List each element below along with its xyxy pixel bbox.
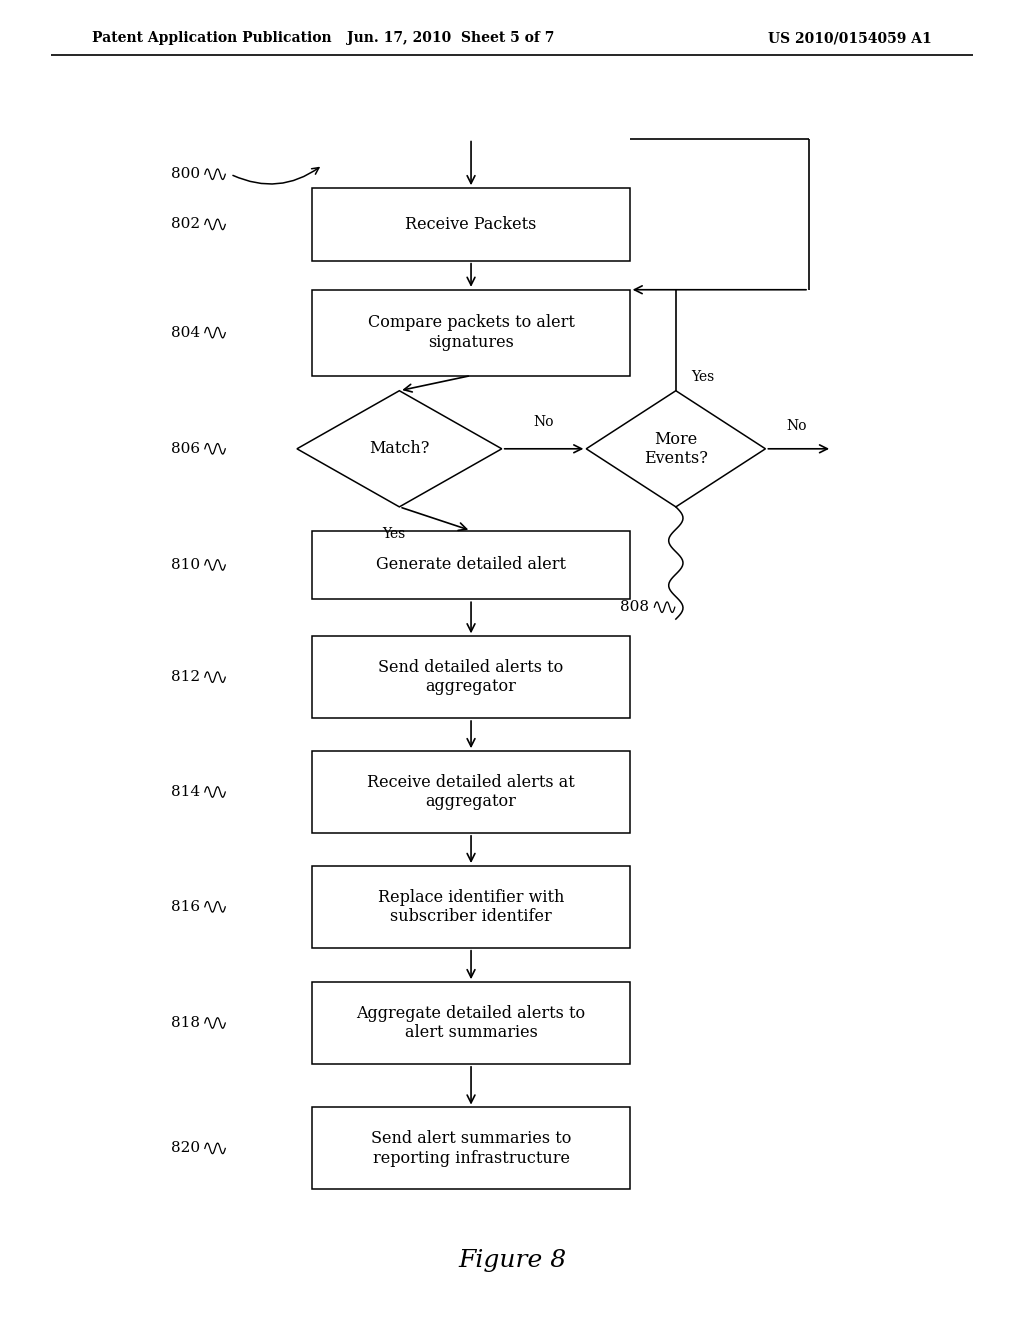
Text: Yes: Yes [383, 527, 406, 541]
Text: Match?: Match? [370, 441, 429, 457]
Text: More
Events?: More Events? [644, 430, 708, 467]
Text: 802: 802 [171, 218, 200, 231]
Text: Receive detailed alerts at
aggregator: Receive detailed alerts at aggregator [368, 774, 574, 810]
Bar [312, 290, 630, 375]
Text: Send detailed alerts to
aggregator: Send detailed alerts to aggregator [379, 659, 563, 696]
Text: 806: 806 [171, 442, 200, 455]
Text: US 2010/0154059 A1: US 2010/0154059 A1 [768, 32, 932, 45]
Text: Jun. 17, 2010  Sheet 5 of 7: Jun. 17, 2010 Sheet 5 of 7 [347, 32, 554, 45]
Text: No: No [786, 418, 807, 433]
Bar [312, 636, 630, 718]
Bar [312, 531, 630, 599]
Text: Receive Packets: Receive Packets [406, 216, 537, 232]
Text: No: No [534, 414, 554, 429]
Text: Aggregate detailed alerts to
alert summaries: Aggregate detailed alerts to alert summa… [356, 1005, 586, 1041]
Text: 810: 810 [171, 558, 200, 572]
Text: 804: 804 [171, 326, 200, 339]
Polygon shape [297, 391, 502, 507]
Text: Replace identifier with
subscriber identifer: Replace identifier with subscriber ident… [378, 888, 564, 925]
Text: Yes: Yes [691, 370, 715, 384]
Text: 818: 818 [171, 1016, 200, 1030]
Text: 812: 812 [171, 671, 200, 684]
Text: 800: 800 [171, 168, 200, 181]
Text: Figure 8: Figure 8 [458, 1249, 566, 1272]
Bar [312, 187, 630, 261]
Text: 816: 816 [171, 900, 200, 913]
Text: Patent Application Publication: Patent Application Publication [92, 32, 332, 45]
Text: Send alert summaries to
reporting infrastructure: Send alert summaries to reporting infras… [371, 1130, 571, 1167]
Text: 820: 820 [171, 1142, 200, 1155]
Bar [312, 751, 630, 833]
Bar [312, 866, 630, 948]
Bar [312, 1107, 630, 1189]
Text: Compare packets to alert
signatures: Compare packets to alert signatures [368, 314, 574, 351]
Text: Generate detailed alert: Generate detailed alert [376, 557, 566, 573]
Text: 814: 814 [171, 785, 200, 799]
Bar [312, 982, 630, 1064]
Polygon shape [586, 391, 766, 507]
Text: 808: 808 [621, 601, 649, 614]
